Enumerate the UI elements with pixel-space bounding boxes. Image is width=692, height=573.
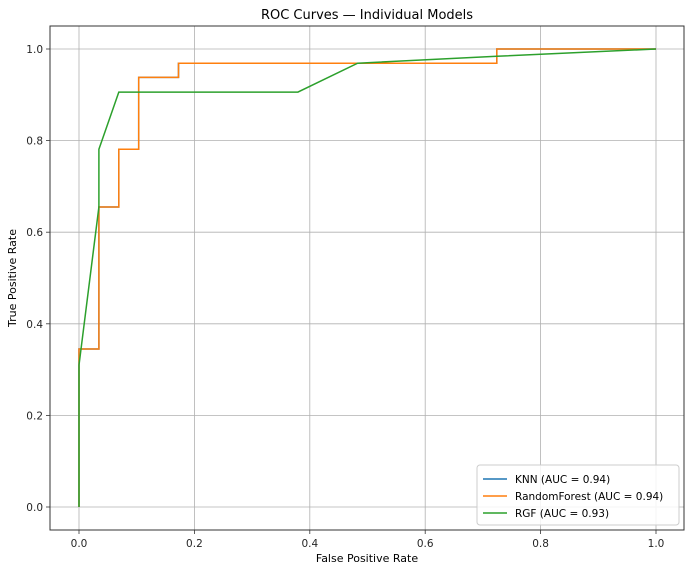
legend-box [476, 464, 680, 526]
series-line [78, 48, 657, 507]
x-tick-label: 0.0 [71, 538, 88, 550]
x-tick-label: 0.4 [301, 538, 318, 550]
y-tick-label: 0.0 [26, 502, 43, 514]
x-tick-label: 0.2 [186, 538, 203, 550]
y-tick-label: 0.2 [26, 410, 43, 422]
legend-label: RandomForest (AUC = 0.94) [515, 491, 663, 503]
plot-lines [78, 48, 657, 507]
y-tick-label: 0.6 [26, 227, 43, 239]
legend-label: KNN (AUC = 0.94) [515, 474, 610, 486]
x-tick-label: 1.0 [648, 538, 665, 550]
x-axis-label: False Positive Rate [316, 552, 418, 565]
y-axis-label: True Positive Rate [6, 229, 19, 328]
axes-frame [49, 25, 685, 531]
legend: KNN (AUC = 0.94) RandomForest (AUC = 0.94… [476, 464, 680, 526]
x-tick-label: 0.8 [532, 538, 549, 550]
series-line [78, 48, 656, 507]
tick-marks: 0.0 0.2 0.4 0.6 0.8 1.0 0.0 0.2 0.4 0.6 0.8 1.0 [26, 44, 664, 550]
series-line [78, 48, 656, 507]
grid-lines [50, 26, 684, 530]
x-tick-label: 0.6 [417, 538, 434, 550]
y-tick-label: 1.0 [26, 44, 43, 56]
y-tick-label: 0.4 [26, 319, 43, 331]
chart-title: ROC Curves — Individual Models [261, 8, 473, 23]
y-tick-label: 0.8 [26, 136, 43, 148]
legend-label: RGF (AUC = 0.93) [515, 508, 609, 520]
